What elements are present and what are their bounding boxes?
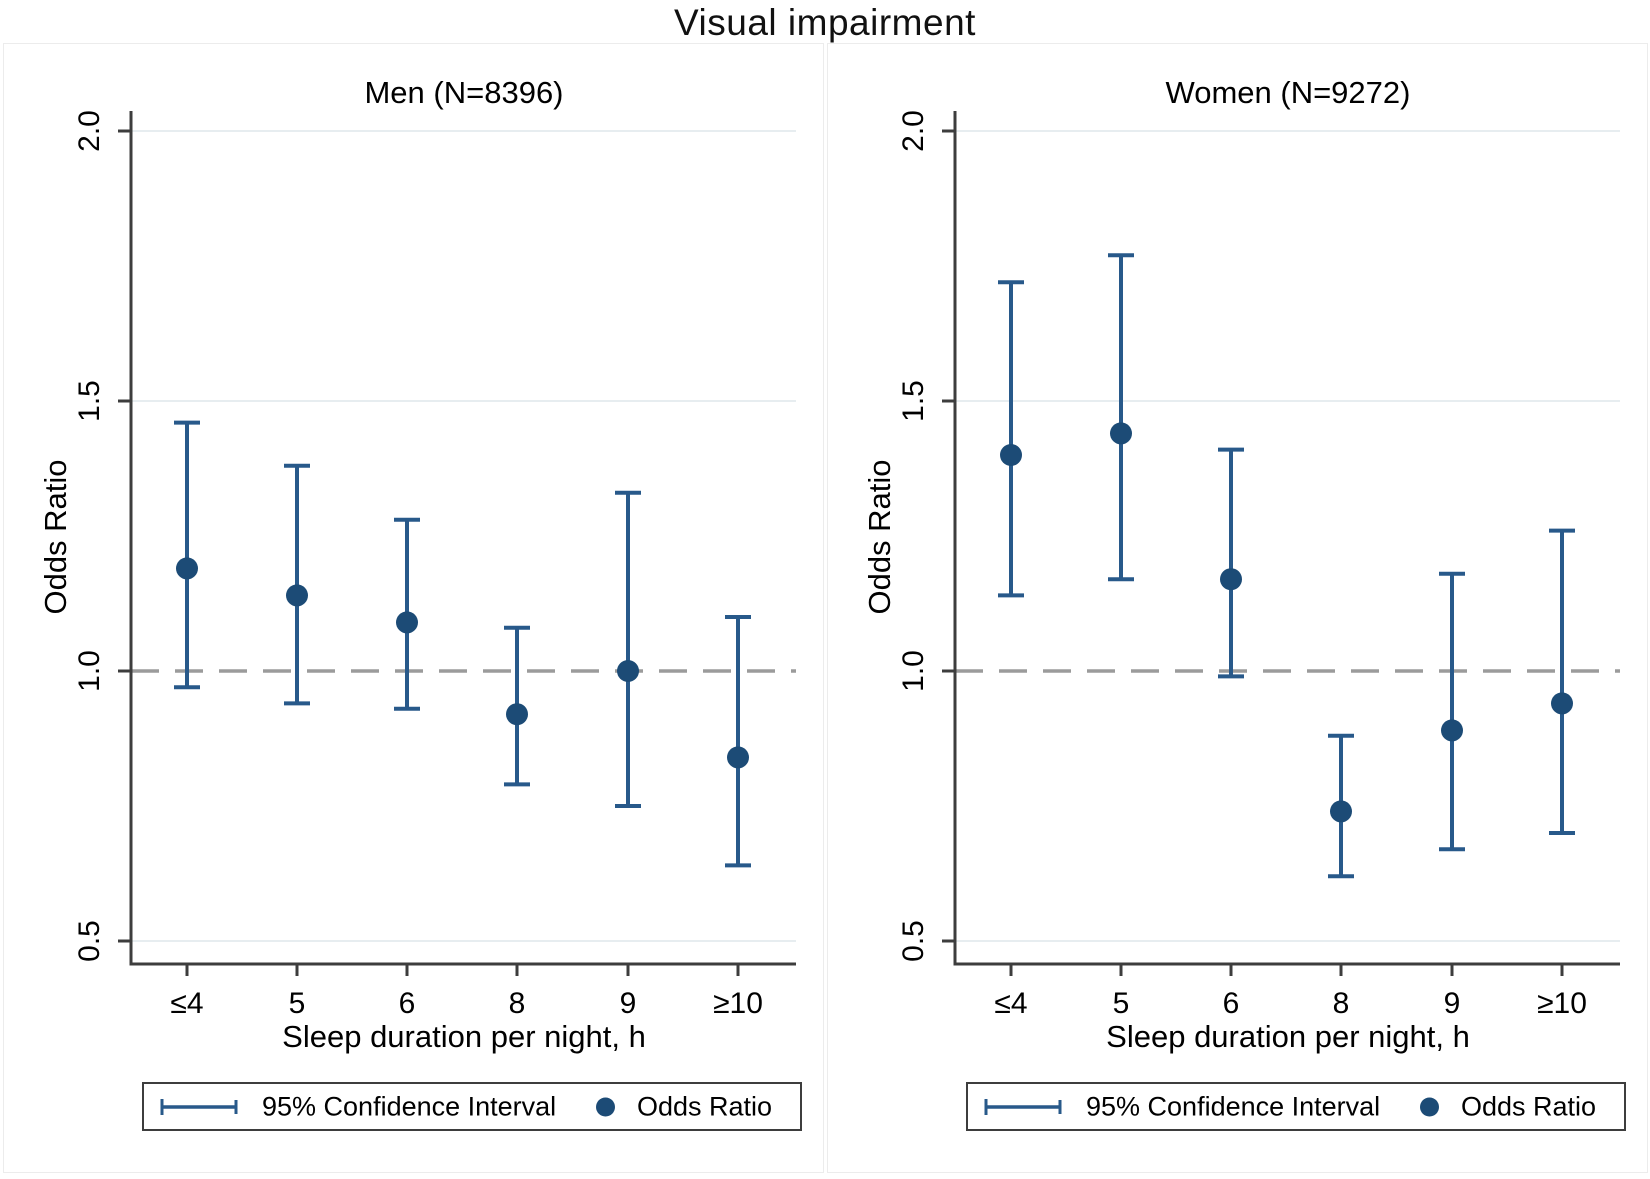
x-tick-label: 6 bbox=[398, 987, 416, 1020]
x-tick-label: 9 bbox=[619, 987, 637, 1020]
odds-ratio-marker bbox=[396, 611, 418, 634]
legend: 95% Confidence Interval Odds Ratio bbox=[142, 1082, 802, 1131]
ci-errorbar-icon bbox=[984, 1098, 1062, 1115]
y-tick-label: 0.5 bbox=[897, 920, 930, 962]
y-tick-label: 0.5 bbox=[73, 920, 106, 962]
odds-ratio-marker bbox=[506, 703, 528, 726]
y-tick-label: 1.0 bbox=[73, 650, 106, 692]
odds-ratio-dot-icon bbox=[1420, 1097, 1439, 1116]
x-tick-label: ≥10 bbox=[1537, 987, 1587, 1020]
y-axis-label: Odds Ratio bbox=[38, 459, 73, 615]
legend-ci-label: 95% Confidence Interval bbox=[262, 1091, 557, 1121]
x-tick-label: ≤4 bbox=[170, 987, 204, 1020]
x-tick-label: 9 bbox=[1443, 987, 1461, 1020]
panel-title-women: Women (N=9272) bbox=[1165, 75, 1411, 110]
y-tick-label: 1.0 bbox=[897, 650, 930, 692]
legend-or-label: Odds Ratio bbox=[637, 1091, 773, 1121]
legend-or-label: Odds Ratio bbox=[1461, 1091, 1597, 1121]
legend: 95% Confidence Interval Odds Ratio bbox=[966, 1082, 1626, 1131]
x-tick-label: ≤4 bbox=[994, 987, 1028, 1020]
x-axis-label: Sleep duration per night, h bbox=[282, 1019, 646, 1054]
odds-ratio-marker bbox=[1551, 692, 1573, 715]
odds-ratio-marker bbox=[617, 660, 639, 682]
x-tick-label: ≥10 bbox=[713, 987, 763, 1020]
legend-ci-label: 95% Confidence Interval bbox=[1086, 1091, 1381, 1121]
odds-ratio-marker bbox=[1441, 719, 1463, 742]
panel-title-men: Men (N=8396) bbox=[364, 75, 564, 110]
figure-title: Visual impairment bbox=[674, 2, 976, 43]
x-tick-label: 6 bbox=[1222, 987, 1240, 1020]
chart-svg-women bbox=[942, 111, 1620, 976]
x-tick-label: 5 bbox=[1112, 987, 1130, 1020]
y-tick-label: 2.0 bbox=[73, 110, 106, 152]
y-tick-label: 1.5 bbox=[897, 380, 930, 422]
x-tick-label: 8 bbox=[1332, 987, 1350, 1020]
odds-ratio-marker bbox=[176, 557, 198, 580]
chart-svg-men bbox=[118, 111, 796, 976]
panel-men: Men (N=8396) Odds Ratio Sleep duration p… bbox=[3, 43, 824, 1173]
odds-ratio-marker bbox=[727, 746, 749, 769]
odds-ratio-dot-icon bbox=[596, 1097, 615, 1116]
x-tick-label: 5 bbox=[288, 987, 306, 1020]
odds-ratio-marker bbox=[1330, 800, 1352, 823]
panel-women: Women (N=9272) Odds Ratio Sleep duration… bbox=[827, 43, 1648, 1173]
y-axis-label: Odds Ratio bbox=[862, 459, 897, 615]
odds-ratio-marker bbox=[1000, 444, 1022, 466]
x-axis-label: Sleep duration per night, h bbox=[1106, 1019, 1470, 1054]
y-tick-label: 1.5 bbox=[73, 380, 106, 422]
odds-ratio-marker bbox=[1220, 568, 1242, 591]
odds-ratio-marker bbox=[286, 584, 308, 607]
x-tick-label: 8 bbox=[508, 987, 526, 1020]
y-tick-label: 2.0 bbox=[897, 110, 930, 152]
ci-errorbar-icon bbox=[160, 1098, 238, 1115]
odds-ratio-marker bbox=[1110, 422, 1132, 445]
